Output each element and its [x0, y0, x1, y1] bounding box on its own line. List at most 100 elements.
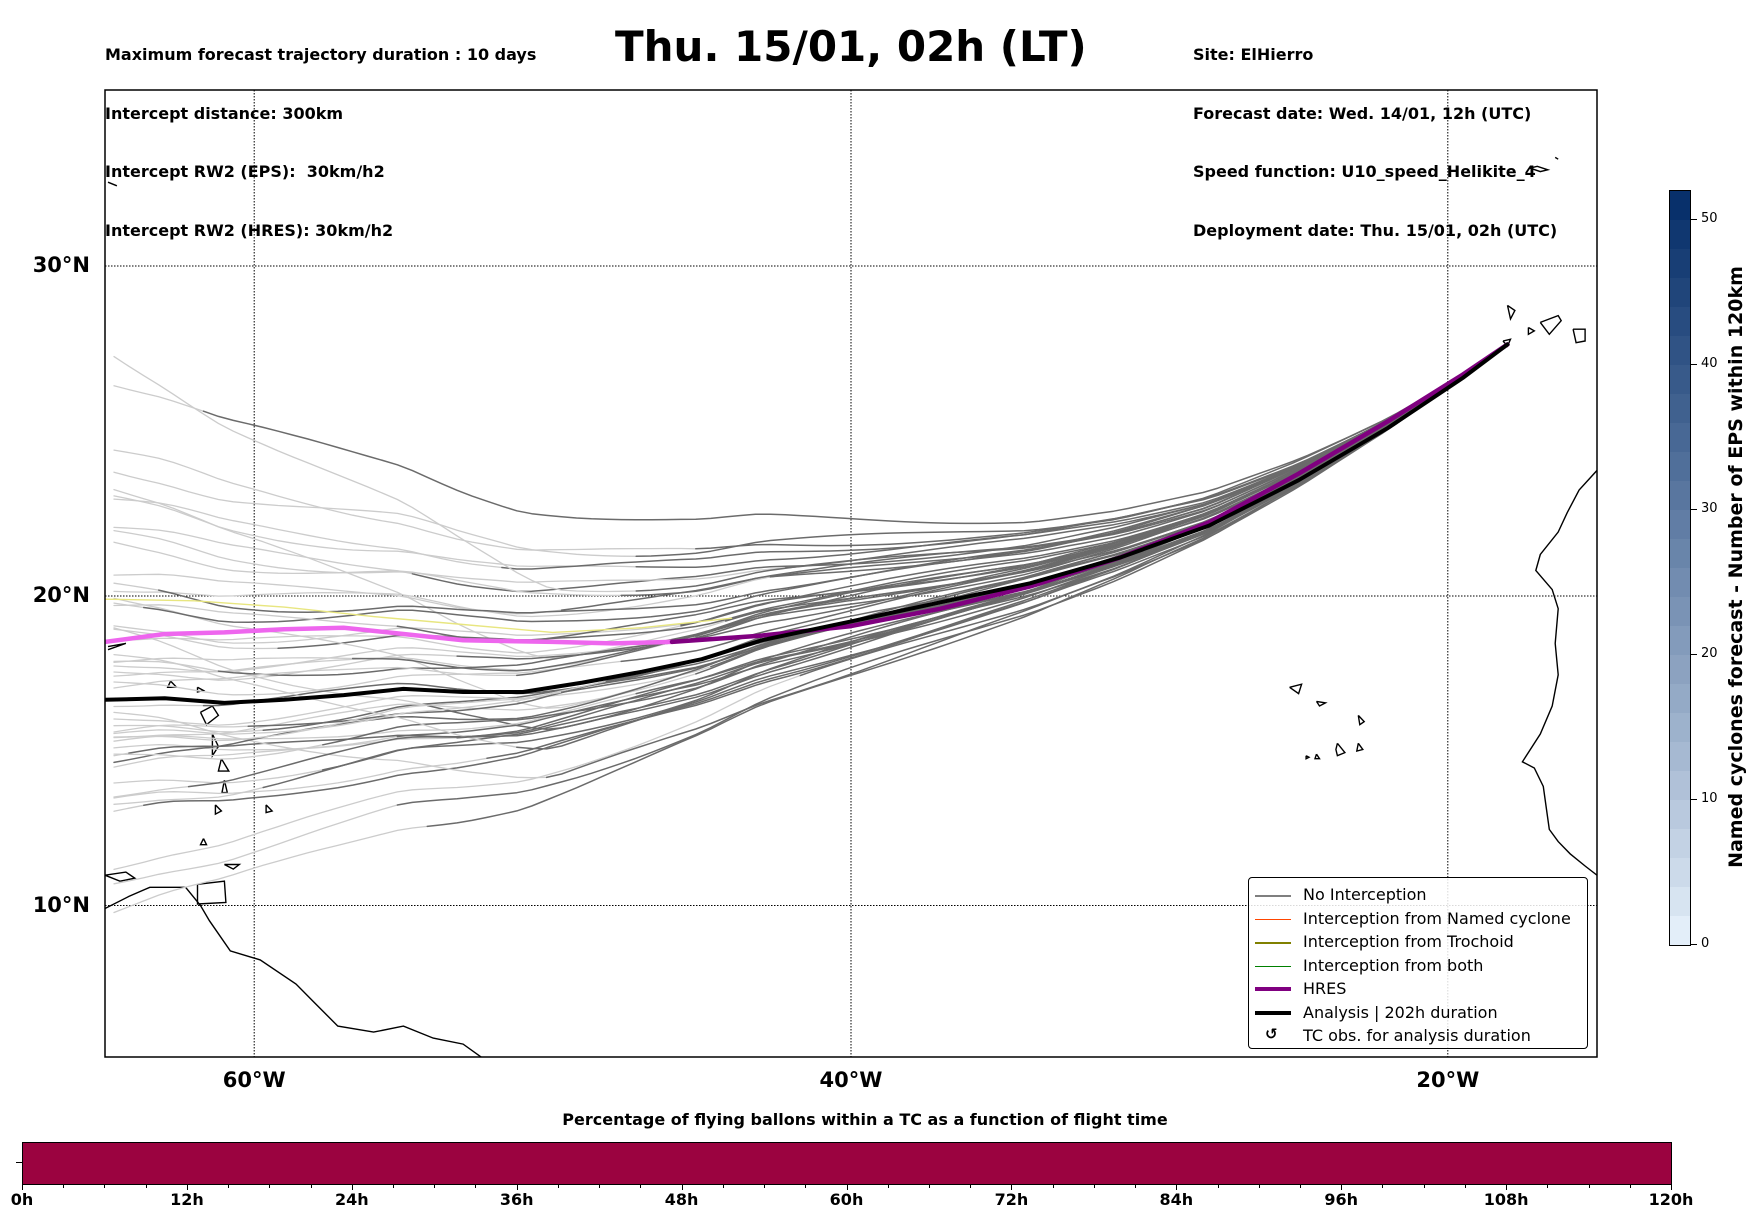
ensemble-trajectory-old	[113, 576, 772, 618]
bar-minor-tick	[1547, 1184, 1549, 1188]
header-info-right: Site: ElHierro Forecast date: Wed. 14/01…	[1193, 6, 1557, 260]
colorbar-segment	[1670, 249, 1690, 278]
bar-minor-tick	[1382, 1184, 1384, 1188]
colorbar-title: Named cyclones forecast - Number of EPS …	[1725, 266, 1747, 868]
legend-label: Interception from Named cyclone	[1303, 908, 1571, 928]
bar-minor-tick	[475, 1184, 477, 1188]
colorbar-segment	[1670, 597, 1690, 626]
legend-label: TC obs. for analysis duration	[1303, 1026, 1531, 1045]
ensemble-trajectory	[620, 347, 1503, 597]
coastline	[1357, 714, 1366, 726]
bar-minor-tick	[145, 1184, 147, 1188]
coastline	[221, 780, 229, 794]
bar-minor-tick	[722, 1184, 724, 1188]
ensemble-trajectory-old	[113, 529, 787, 583]
coastline	[105, 886, 483, 1057]
ensemble-trajectory-old	[113, 785, 190, 798]
bar-major-tick	[351, 1184, 353, 1190]
ensemble-trajectory	[545, 347, 1503, 779]
coastline	[1521, 469, 1597, 876]
ensemble-trajectory	[724, 347, 1503, 622]
colorbar-segment	[1670, 307, 1690, 336]
bar-minor-tick	[1299, 1184, 1301, 1188]
ensemble-trajectory-old	[113, 604, 399, 627]
tc-percentage-bar	[22, 1142, 1672, 1185]
bar-major-tick	[1176, 1184, 1178, 1190]
coastline	[105, 871, 137, 882]
legend-line-swatch	[1255, 1010, 1291, 1015]
lon-tick-label: 40°W	[819, 1068, 883, 1092]
header-info-left: Maximum forecast trajectory duration : 1…	[105, 6, 536, 260]
bar-major-tick	[846, 1184, 848, 1190]
colorbar-tick-label: 10	[1701, 791, 1718, 806]
hres-trajectory-old	[105, 625, 675, 646]
bar-tick-label: 60h	[829, 1190, 864, 1209]
bar-minor-tick	[928, 1184, 930, 1188]
ensemble-trajectory-old	[113, 737, 458, 768]
ensemble-trajectory-old	[113, 691, 563, 742]
bar-minor-tick	[1258, 1184, 1260, 1188]
ensemble-trajectory-old	[113, 498, 503, 569]
bar-minor-tick	[1217, 1184, 1219, 1188]
bar-minor-tick	[1629, 1184, 1631, 1188]
colorbar-segment	[1670, 481, 1690, 510]
ensemble-trajectory	[680, 347, 1503, 626]
map-frame	[104, 89, 1598, 1058]
ensemble-trajectory-old	[113, 804, 145, 812]
legend-item: No Interception	[1249, 884, 1587, 907]
bar-tick-label: 84h	[1159, 1190, 1194, 1209]
ensemble-trajectory-old	[113, 666, 518, 689]
bar-y-tick	[16, 1162, 22, 1163]
coastline	[265, 804, 274, 814]
ensemble-trajectory-old	[113, 355, 637, 593]
bar-minor-tick	[599, 1184, 601, 1188]
ensemble-trajectory	[202, 348, 1503, 707]
info-line: Site: ElHierro	[1193, 45, 1314, 64]
ensemble-trajectory-old	[113, 625, 682, 654]
bar-minor-tick	[1464, 1184, 1466, 1188]
colorbar-segment	[1670, 539, 1690, 568]
ensemble-trajectory	[187, 347, 1503, 788]
bar-major-tick	[516, 1184, 518, 1190]
bar-tick-label: 36h	[499, 1190, 534, 1209]
colorbar-segment	[1670, 365, 1690, 395]
ensemble-trajectory-old	[113, 674, 801, 871]
bar-tick-label: 96h	[1324, 1190, 1359, 1209]
ensemble-trajectory-old	[113, 804, 399, 885]
ensemble-trajectory-old	[113, 660, 220, 672]
ensemble-trajectory-old	[113, 680, 607, 735]
colorbar-segment	[1670, 568, 1690, 597]
legend-item: Interception from both	[1249, 955, 1587, 978]
coastline	[1539, 314, 1563, 336]
legend-line-swatch	[1255, 895, 1291, 897]
bar-minor-tick	[1588, 1184, 1590, 1188]
ensemble-trajectory-old	[113, 541, 622, 597]
coastline	[199, 705, 220, 726]
legend-label: No Interception	[1303, 885, 1427, 904]
info-line: Intercept RW2 (EPS): 30km/h2	[105, 162, 385, 181]
legend-label: Analysis | 202h duration	[1303, 1002, 1498, 1022]
info-line: Intercept RW2 (HRES): 30km/h2	[105, 220, 394, 240]
coastline	[199, 838, 208, 846]
trajectories	[105, 342, 1510, 914]
colorbar-segment	[1670, 191, 1690, 220]
ensemble-trajectory-old	[113, 471, 637, 557]
coastline	[1529, 165, 1551, 173]
coastline	[224, 863, 242, 870]
coastline	[1554, 156, 1559, 160]
coastline	[214, 804, 223, 816]
legend-line-swatch	[1255, 918, 1291, 920]
colorbar-segment	[1670, 452, 1690, 481]
coastline	[211, 733, 220, 759]
bar-minor-tick	[805, 1184, 807, 1188]
coastline	[107, 181, 118, 187]
ensemble-trajectory-old	[113, 526, 414, 575]
ensemble-trajectory-old	[113, 653, 518, 748]
colorbar-segment	[1670, 684, 1690, 713]
bar-tick-label: 72h	[994, 1190, 1029, 1209]
ensemble-trajectory-old	[113, 628, 279, 650]
ensemble-trajectory-old	[113, 735, 399, 751]
ensemble-trajectory-old	[113, 449, 697, 551]
lat-tick-label: 30°N	[32, 253, 90, 277]
